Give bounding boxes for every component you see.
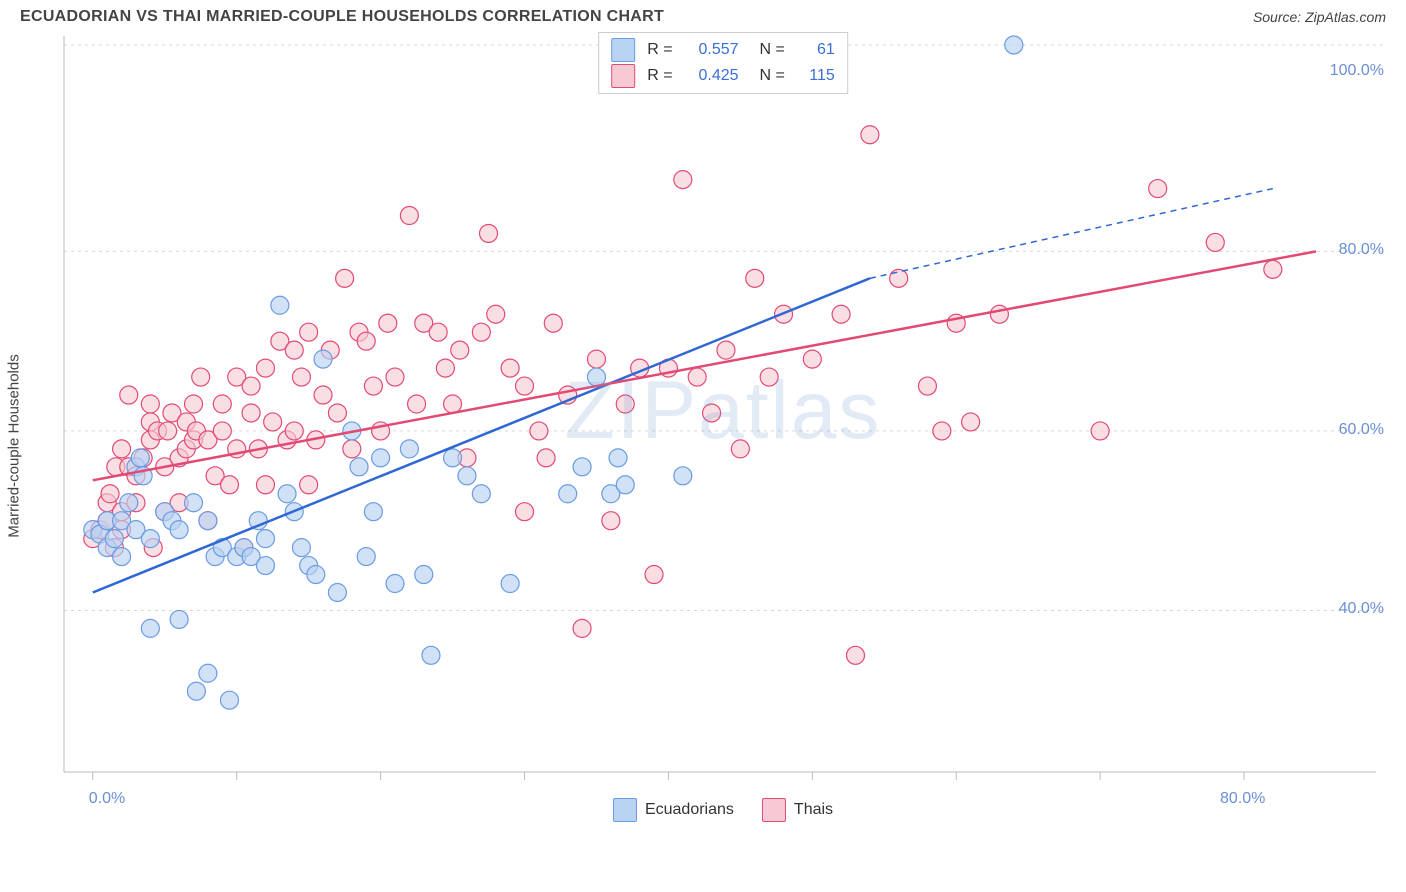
- correlation-legend: R =0.557 N =61 R =0.425 N =115: [598, 32, 848, 94]
- legend-label: Thais: [794, 801, 833, 819]
- y-axis-label: Married-couple Households: [6, 354, 23, 537]
- y-tick-100: 100.0%: [1330, 62, 1384, 80]
- chart-area: ZIPatlas R =0.557 N =61 R =0.425 N =115 …: [60, 32, 1386, 822]
- swatch-thais: [611, 64, 635, 88]
- legend-label: Ecuadorians: [645, 801, 734, 819]
- source-attribution: Source: ZipAtlas.com: [1253, 9, 1386, 25]
- legend-row-ecuadorians: R =0.557 N =61: [611, 37, 835, 63]
- swatch-thais-bottom: [762, 798, 786, 822]
- series-legend: Ecuadorians Thais: [613, 798, 833, 822]
- y-tick-40: 40.0%: [1339, 600, 1384, 618]
- chart-title: ECUADORIAN VS THAI MARRIED-COUPLE HOUSEH…: [20, 8, 664, 26]
- x-axis-max: 80.0%: [1220, 790, 1265, 808]
- swatch-ecuadorians: [611, 38, 635, 62]
- legend-row-thais: R =0.425 N =115: [611, 63, 835, 89]
- legend-item-thais: Thais: [762, 798, 833, 822]
- y-tick-60: 60.0%: [1339, 421, 1384, 439]
- scatter-svg: [60, 32, 1386, 822]
- x-axis-min: 0.0%: [89, 790, 125, 808]
- legend-item-ecuadorians: Ecuadorians: [613, 798, 734, 822]
- y-tick-80: 80.0%: [1339, 241, 1384, 259]
- swatch-ecuadorians-bottom: [613, 798, 637, 822]
